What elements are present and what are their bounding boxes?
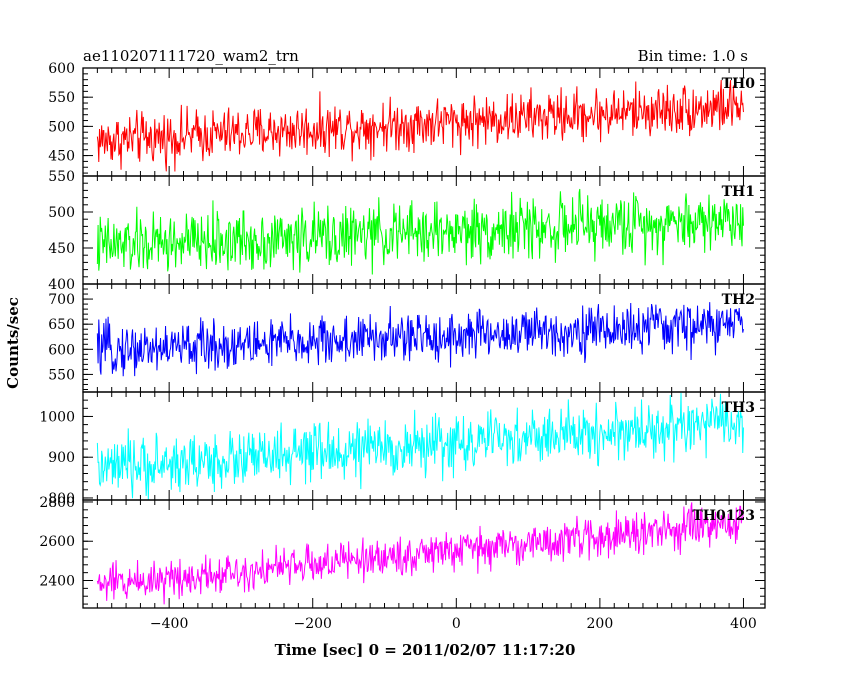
panel-label-th0123: TH0123	[692, 508, 755, 524]
panels-group: 450 500 550 600 TH0 400 450 500 550 TH1 550 600 650 7…	[39, 61, 766, 609]
series-line-th3	[96, 392, 744, 500]
chart-title: ae110207111720_wam2_trn	[83, 47, 299, 65]
x-axis: −400 −200 0 200 400	[150, 616, 757, 632]
x-tick-label: 200	[587, 616, 614, 632]
x-tick-label: −400	[150, 616, 188, 632]
y-tick-label: 900	[48, 450, 75, 466]
y-tick-label: 700	[48, 292, 75, 308]
y-tick-label: 550	[48, 169, 75, 185]
panel-th3: 800 900 1000 TH3	[39, 391, 766, 507]
y-tick-label: 550	[48, 90, 75, 106]
panel-label-th0: TH0	[722, 76, 756, 92]
y-tick-label: 600	[48, 61, 75, 77]
y-tick-label: 800	[48, 491, 75, 507]
panel-label-th1: TH1	[722, 184, 755, 200]
y-tick-label: 2800	[39, 495, 75, 511]
y-tick-label: 550	[48, 367, 75, 383]
x-axis-label: Time [sec] 0 = 2011/02/07 11:17:20	[275, 641, 576, 659]
series-line-th2	[96, 302, 744, 377]
panel-label-th2: TH2	[722, 292, 755, 308]
panel-th2: 550 600 650 700 TH2	[48, 283, 766, 393]
panel-th0: 450 500 550 600 TH0	[48, 61, 766, 177]
y-tick-label: 500	[48, 119, 75, 135]
x-tick-label: 400	[730, 616, 757, 632]
y-tick-label: 600	[48, 342, 75, 358]
y-tick-label: 2600	[39, 534, 75, 550]
y-tick-label: 400	[48, 277, 75, 293]
x-tick-label: 0	[452, 616, 461, 632]
bin-time-label: Bin time: 1.0 s	[638, 47, 748, 65]
series-line-th1	[96, 188, 744, 275]
panel-th1: 400 450 500 550 TH1	[48, 169, 766, 293]
y-axis-label: Counts/sec	[4, 297, 22, 389]
y-tick-label: 450	[48, 241, 75, 257]
x-tick-label: −200	[293, 616, 331, 632]
panel-th0123: 2400 2600 2800 TH0123	[39, 495, 766, 609]
y-tick-label: 500	[48, 205, 75, 221]
y-tick-label: 650	[48, 317, 75, 333]
panel-label-th3: TH3	[722, 400, 755, 416]
y-tick-label: 2400	[39, 574, 75, 590]
y-tick-label: 1000	[39, 409, 75, 425]
panel-frame	[82, 499, 766, 609]
y-tick-label: 450	[48, 149, 75, 165]
series-line-th0	[96, 79, 744, 172]
series-line-th0123	[96, 502, 744, 605]
